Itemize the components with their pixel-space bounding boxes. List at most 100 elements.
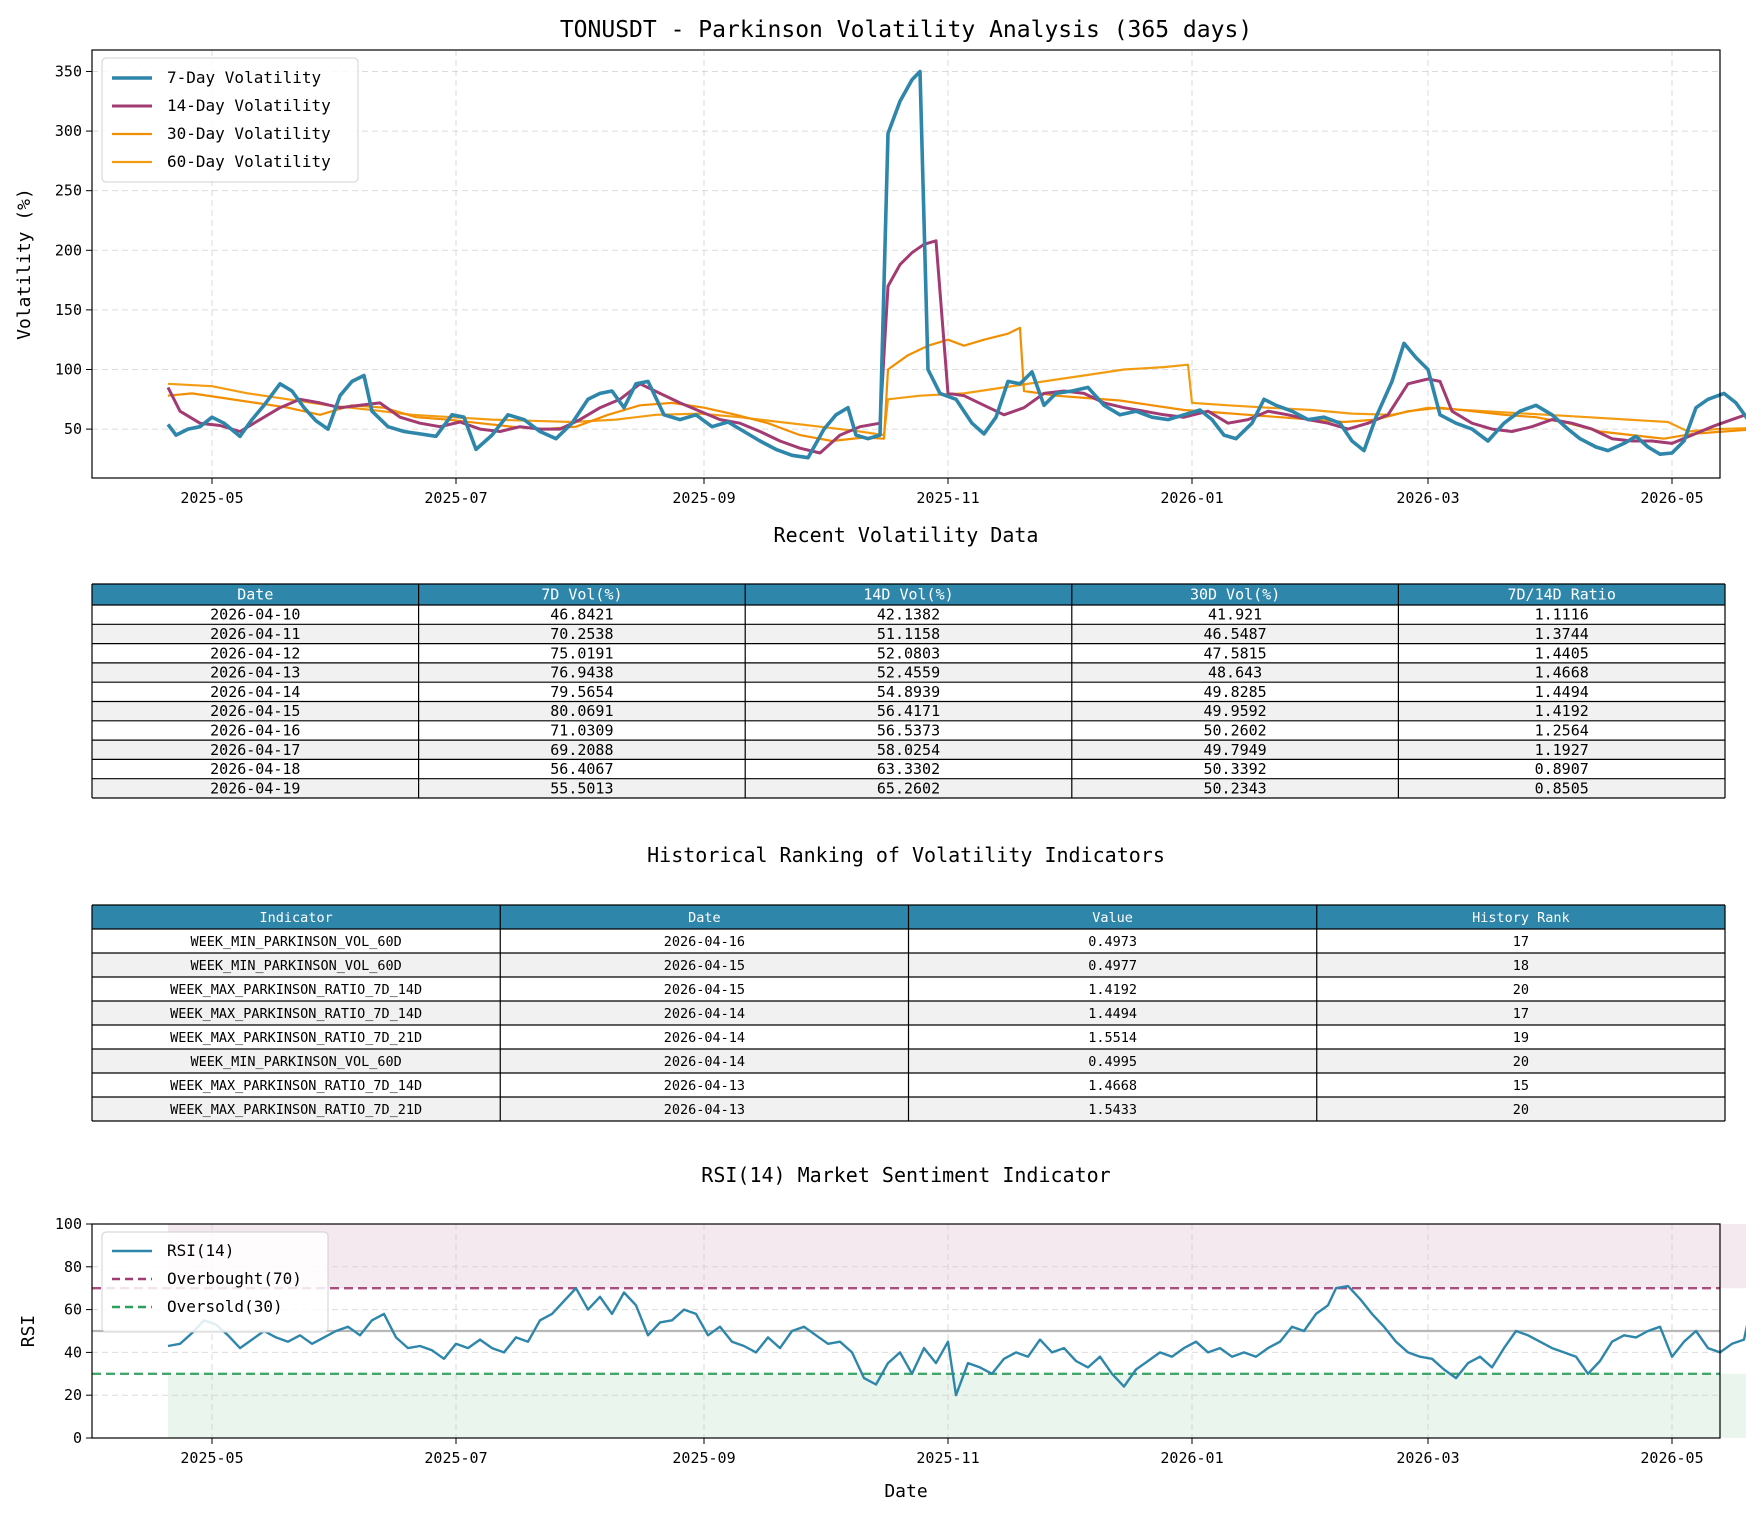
x-tick-label: 2025-05 (180, 1449, 243, 1467)
table-cell: 41.921 (1208, 606, 1262, 624)
rsi-legend: RSI(14) Overbought(70) Oversold(30) (101, 1231, 329, 1333)
table-row (92, 759, 1725, 779)
table-cell: 56.4171 (877, 702, 940, 720)
table-cell: 2026-04-16 (210, 721, 300, 739)
y-tick-label: 200 (55, 241, 82, 259)
legend-box (101, 57, 359, 183)
volatility-y-axis-label: Volatility (%) (14, 188, 35, 340)
table-cell: 2026-04-14 (664, 1030, 745, 1046)
oversold-zone (168, 1373, 1746, 1438)
table-row (92, 605, 1725, 625)
table-cell: 2026-04-19 (210, 779, 300, 797)
table-row (92, 720, 1725, 741)
table-cell: 65.2602 (877, 779, 940, 797)
table-cell: 1.4494 (1535, 683, 1589, 701)
table-cell: 1.4668 (1535, 664, 1589, 682)
x-tick-label: 2026-03 (1396, 1449, 1459, 1467)
y-tick-label: 300 (55, 122, 82, 140)
overbought-zone (168, 1224, 1746, 1289)
y-tick-label: 100 (55, 1215, 82, 1233)
y-tick-label: 100 (55, 361, 82, 379)
table-cell: 18 (1513, 958, 1529, 974)
table-cell: 1.4192 (1535, 702, 1589, 720)
table-header-cell: Date (237, 586, 273, 604)
table-cell: 56.5373 (877, 721, 940, 739)
legend-label: 14-Day Volatility (167, 96, 331, 115)
volatility-lines (166, 69, 1746, 460)
table-cell: 1.5433 (1088, 1102, 1137, 1118)
table-cell: 2026-04-15 (664, 958, 745, 974)
table-cell: 2026-04-17 (210, 741, 300, 759)
table-row (92, 778, 1725, 798)
rsi-y-axis-label: RSI (18, 1315, 39, 1348)
table-cell: WEEK_MAX_PARKINSON_RATIO_7D_14D (170, 982, 422, 998)
table-cell: 48.643 (1208, 664, 1262, 682)
table-cell: 55.5013 (550, 779, 613, 797)
table-cell: 1.4192 (1088, 982, 1137, 998)
table-header-cell: Indicator (260, 910, 333, 926)
x-tick-label: 2026-05 (1640, 1449, 1703, 1467)
y-tick-label: 0 (73, 1429, 82, 1447)
table-cell: 52.4559 (877, 664, 940, 682)
table-cell: 19 (1513, 1030, 1529, 1046)
table-cell: 80.0691 (550, 702, 613, 720)
series-line-2 (166, 239, 1746, 455)
table-header-cell: 7D Vol(%) (541, 586, 622, 604)
table-cell: 1.1927 (1535, 741, 1589, 759)
table-row (92, 701, 1725, 721)
table-cell: 2026-04-14 (664, 1054, 745, 1070)
x-tick-label: 2026-01 (1160, 489, 1223, 507)
table-cell: 79.5654 (550, 683, 613, 701)
table-cell: 1.4668 (1088, 1078, 1137, 1094)
table-header-cell: 14D Vol(%) (863, 586, 953, 604)
y-tick-label: 150 (55, 301, 82, 319)
table-row (92, 643, 1725, 663)
table-cell: 1.4405 (1535, 644, 1589, 662)
legend-label: 60-Day Volatility (167, 152, 331, 171)
x-tick-label: 2025-11 (916, 489, 979, 507)
legend-box (101, 1231, 329, 1333)
volatility-legend: 7-Day Volatility 14-Day Volatility 30-Day … (101, 57, 359, 183)
series-line-1 (166, 69, 1746, 460)
chart-title: TONUSDT - Parkinson Volatility Analysis … (560, 17, 1252, 43)
table-cell: 20 (1513, 982, 1529, 998)
table-header-row (92, 584, 1725, 605)
table-cell: 2026-04-13 (664, 1078, 745, 1094)
table-cell: 1.3744 (1535, 625, 1589, 643)
x-tick-label: 2026-01 (1160, 1449, 1223, 1467)
table-cell: 50.2602 (1203, 721, 1266, 739)
legend-label: 30-Day Volatility (167, 124, 331, 143)
table-cell: 0.4973 (1088, 934, 1137, 950)
volatility-plot-frame (91, 49, 1721, 479)
rsi-x-axis-label: Date (884, 1481, 927, 1502)
table-cell: 2026-04-14 (664, 1006, 745, 1022)
volatility-grid (92, 50, 1720, 478)
table-cell: 70.2538 (550, 625, 613, 643)
table-row (92, 624, 1725, 644)
table-cell: 76.9438 (550, 664, 613, 682)
recent-volatility-table: Date 7D Vol(%) 14D Vol(%) 30D Vol(%) 7D/14D … (91, 583, 1726, 799)
table-cell: 2026-04-18 (210, 760, 300, 778)
y-tick-label: 80 (64, 1258, 82, 1276)
table-cell: 50.3392 (1203, 760, 1266, 778)
table-cell: 20 (1513, 1102, 1529, 1118)
table-cell: 42.1382 (877, 606, 940, 624)
table-cell: 46.8421 (550, 606, 613, 624)
y-tick-label: 40 (64, 1343, 82, 1361)
rsi-chart-title: RSI(14) Market Sentiment Indicator (701, 1163, 1110, 1187)
y-tick-label: 60 (64, 1301, 82, 1319)
series-line-3 (167, 326, 1746, 443)
x-tick-label: 2026-05 (1640, 489, 1703, 507)
table-cell: 20 (1513, 1054, 1529, 1070)
legend-label: 7-Day Volatility (167, 68, 321, 87)
rsi-lines (92, 1284, 1746, 1397)
table-cell: 54.8939 (877, 683, 940, 701)
table-cell: 0.4977 (1088, 958, 1137, 974)
table-cell: 2026-04-12 (210, 644, 300, 662)
legend-label: RSI(14) (167, 1241, 234, 1260)
table-cell: 49.9592 (1203, 702, 1266, 720)
table-cell: 2026-04-13 (664, 1102, 745, 1118)
table-cell: 49.8285 (1203, 683, 1266, 701)
x-tick-label: 2025-11 (916, 1449, 979, 1467)
